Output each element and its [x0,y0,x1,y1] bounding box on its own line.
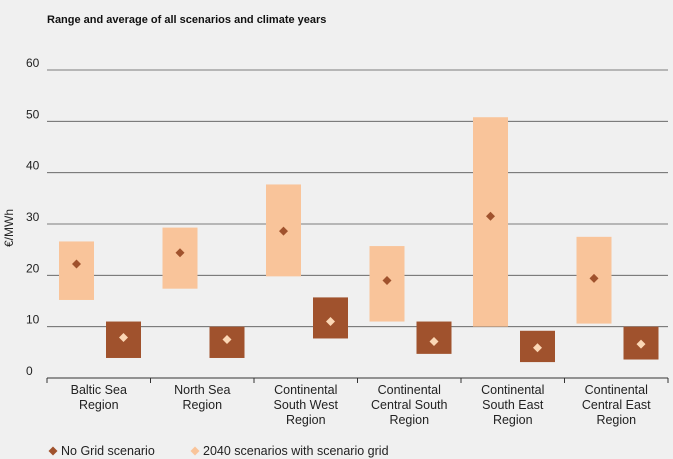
category-label: Continental South West Region [274,383,339,427]
average-marker [429,337,439,347]
average-marker [279,226,288,236]
chart-title: Range and average of all scenarios and c… [47,14,326,26]
category-label: Continental Central East Region [582,383,651,427]
legend-marker [48,446,58,456]
y-tick-label: 10 [26,313,40,327]
range-bar [59,241,94,300]
average-marker [486,211,495,221]
y-axis-ticks: 0 10 20 30 40 50 60 [26,56,40,378]
legend: No Grid scenario 2040 scenarios with scen… [48,444,389,458]
average-marker [589,273,599,283]
y-tick-label: 30 [26,210,40,224]
legend-label: 2040 scenarios with scenario grid [203,444,389,458]
bars [59,117,659,363]
legend-label: No Grid scenario [61,444,155,458]
y-tick-label: 50 [26,107,40,121]
y-axis-label: €/MWh [2,209,16,247]
markers [72,211,646,353]
category-label: Baltic Sea Region [71,383,127,412]
average-marker [175,248,185,258]
y-tick-label: 60 [26,56,40,70]
average-marker [636,339,646,349]
category-labels: Baltic Sea Region North Sea Region Continent… [71,383,652,427]
average-marker [533,343,542,353]
range-bar [162,227,198,289]
grid [47,69,668,328]
y-tick-label: 40 [26,159,40,173]
average-marker [326,317,335,327]
category-label: Continental Central South Region [371,383,447,427]
category-label: Continental South East Region [481,383,544,427]
x-axis [46,377,669,383]
average-marker [72,259,81,269]
legend-marker [190,446,200,456]
range-bar [473,117,508,327]
category-label: North Sea Region [174,383,230,412]
average-marker [222,335,232,344]
average-marker [382,275,392,285]
average-marker [119,332,128,342]
y-tick-label: 20 [26,261,40,275]
y-tick-label: 0 [26,364,33,378]
